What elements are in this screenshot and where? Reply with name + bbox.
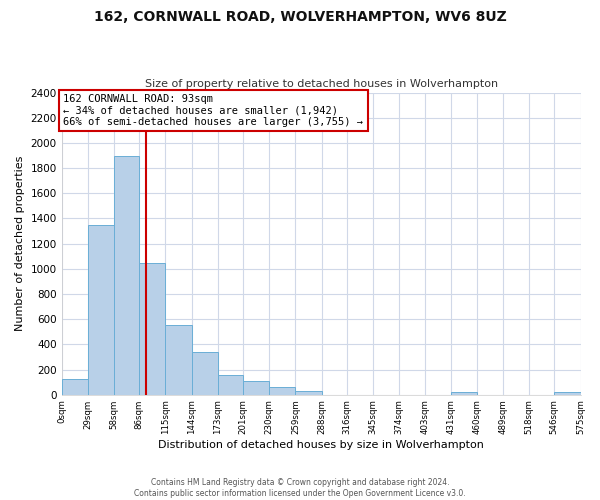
X-axis label: Distribution of detached houses by size in Wolverhampton: Distribution of detached houses by size … [158, 440, 484, 450]
Bar [451, 392, 477, 394]
Bar [191, 352, 218, 395]
Bar [295, 391, 322, 394]
Title: Size of property relative to detached houses in Wolverhampton: Size of property relative to detached ho… [145, 79, 497, 89]
Bar [243, 382, 269, 394]
Text: Contains HM Land Registry data © Crown copyright and database right 2024.
Contai: Contains HM Land Registry data © Crown c… [134, 478, 466, 498]
Text: 162 CORNWALL ROAD: 93sqm
← 34% of detached houses are smaller (1,942)
66% of sem: 162 CORNWALL ROAD: 93sqm ← 34% of detach… [64, 94, 364, 127]
Bar [269, 387, 295, 394]
Bar [88, 224, 114, 394]
Y-axis label: Number of detached properties: Number of detached properties [15, 156, 25, 332]
Bar [166, 326, 191, 394]
Bar [114, 156, 139, 394]
Bar [62, 379, 88, 394]
Bar [218, 374, 243, 394]
Text: 162, CORNWALL ROAD, WOLVERHAMPTON, WV6 8UZ: 162, CORNWALL ROAD, WOLVERHAMPTON, WV6 8… [94, 10, 506, 24]
Bar [554, 392, 581, 394]
Bar [139, 262, 166, 394]
